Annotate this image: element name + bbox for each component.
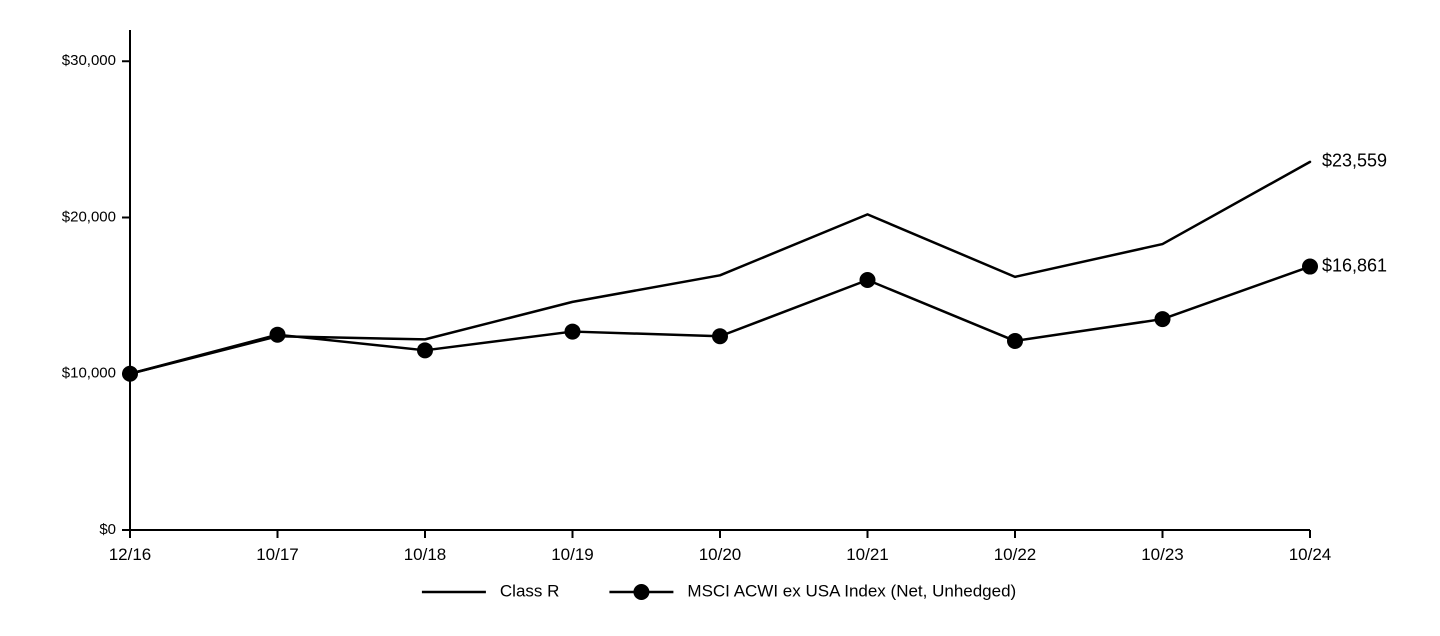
chart-background xyxy=(0,0,1440,636)
x-tick-label: 10/24 xyxy=(1289,545,1332,564)
x-tick-label: 10/18 xyxy=(404,545,447,564)
series-end-label: $16,861 xyxy=(1322,255,1387,275)
series-end-label: $23,559 xyxy=(1322,151,1387,171)
x-tick-label: 10/17 xyxy=(256,545,299,564)
x-tick-label: 12/16 xyxy=(109,545,152,564)
y-tick-label: $30,000 xyxy=(62,52,116,69)
y-tick-label: $0 xyxy=(99,521,116,538)
series-marker xyxy=(1155,311,1171,327)
series-marker xyxy=(122,366,138,382)
x-tick-label: 10/19 xyxy=(551,545,594,564)
x-tick-label: 10/21 xyxy=(846,545,889,564)
y-tick-label: $10,000 xyxy=(62,365,116,382)
growth-chart: $0 $10,000 $20,000 $30,000 12/16 10/17 10/18 10… xyxy=(0,0,1440,636)
x-tick-label: 10/23 xyxy=(1141,545,1184,564)
legend-label: Class R xyxy=(500,581,560,600)
series-marker xyxy=(270,327,286,343)
y-tick-label: $20,000 xyxy=(62,208,116,225)
series-marker xyxy=(860,272,876,288)
legend-label: MSCI ACWI ex USA Index (Net, Unhedged) xyxy=(687,581,1016,600)
series-marker xyxy=(417,342,433,358)
series-marker xyxy=(712,328,728,344)
series-marker xyxy=(1007,333,1023,349)
legend-swatch-marker xyxy=(633,584,649,600)
x-tick-label: 10/20 xyxy=(699,545,742,564)
series-marker xyxy=(565,324,581,340)
series-marker xyxy=(1302,259,1318,275)
x-tick-label: 10/22 xyxy=(994,545,1037,564)
